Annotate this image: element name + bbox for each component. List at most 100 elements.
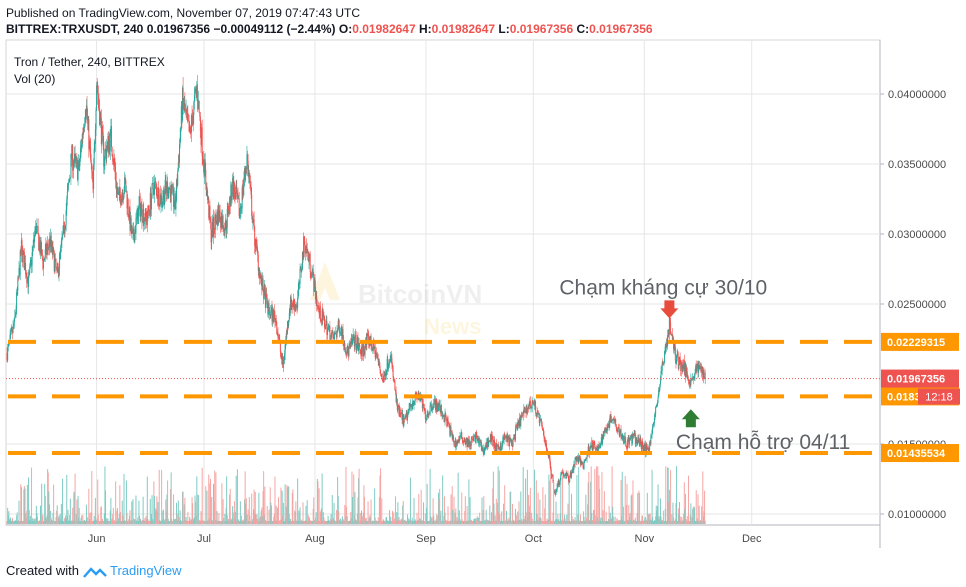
candle-body: [48, 247, 50, 249]
volume-bar: [21, 520, 23, 524]
volume-bar: [526, 512, 528, 524]
volume-bar: [655, 516, 657, 524]
volume-bar: [459, 518, 461, 524]
candle-body: [595, 448, 597, 450]
candle-body: [181, 105, 183, 121]
candle-body: [9, 334, 11, 341]
volume-bar: [165, 499, 167, 524]
candle-body: [645, 444, 647, 454]
volume-bar: [173, 519, 175, 524]
volume-bar: [182, 491, 183, 524]
volume-bar: [480, 520, 482, 524]
candle-body: [461, 432, 463, 438]
volume-bar: [297, 478, 299, 524]
tradingview-brand[interactable]: TradingView: [110, 563, 182, 578]
candle-body: [503, 434, 505, 441]
volume-bar: [295, 501, 297, 524]
candle-body: [405, 413, 407, 418]
volume-bar: [96, 520, 98, 524]
candle-body: [187, 120, 189, 122]
candle-body: [309, 253, 311, 272]
candle-body: [409, 403, 411, 407]
volume-bar: [280, 487, 282, 524]
volume-bar: [513, 519, 515, 524]
volume-bar: [158, 469, 160, 524]
volume-bar: [577, 514, 579, 524]
volume-bar: [108, 520, 110, 524]
volume-bar: [146, 476, 148, 524]
candle-body: [119, 194, 121, 205]
candle-body: [87, 116, 89, 121]
candle-body: [165, 180, 167, 188]
candle-body: [65, 210, 67, 226]
volume-bar: [258, 521, 260, 524]
volume-bar: [353, 515, 355, 524]
candle-body: [519, 417, 521, 427]
volume-bar: [645, 516, 647, 524]
candle-body: [327, 327, 329, 329]
candle-body: [108, 136, 110, 153]
candle-body: [288, 320, 290, 326]
volume-bar: [132, 499, 134, 524]
candle-body: [223, 229, 225, 234]
volume-bar: [257, 519, 259, 524]
volume-bar: [582, 511, 584, 524]
candle-body: [220, 222, 222, 228]
candle-body: [557, 483, 559, 486]
candle-body: [199, 112, 201, 117]
low-label: L:: [498, 22, 510, 36]
candle-body: [134, 229, 136, 243]
volume-bar: [534, 469, 536, 524]
volume-bar: [279, 519, 281, 524]
volume-bar: [115, 481, 117, 524]
volume-bar: [236, 520, 238, 524]
candle-body: [679, 356, 681, 366]
candle-body: [639, 441, 641, 447]
volume-bar: [116, 508, 118, 524]
volume-bar: [319, 520, 321, 524]
candle-body: [297, 289, 299, 298]
volume-bar: [65, 515, 67, 524]
candle-body: [193, 95, 195, 102]
candle-body: [325, 321, 327, 324]
volume-bar: [388, 520, 390, 524]
candle-body: [23, 251, 25, 253]
candle-body: [441, 412, 443, 417]
candle-body: [580, 460, 582, 465]
candle-body: [54, 260, 56, 272]
volume-bar: [676, 466, 678, 524]
candle-body: [205, 185, 207, 196]
volume-bar: [111, 518, 113, 524]
candle-body: [430, 404, 432, 409]
candle-body: [12, 325, 14, 334]
volume-bar: [238, 521, 240, 524]
volume-bar: [441, 520, 443, 524]
volume-bar: [15, 520, 17, 524]
volume-bar: [488, 520, 490, 524]
candle-body: [40, 240, 42, 256]
price-chart[interactable]: 0.040000000.035000000.030000000.02500000…: [0, 0, 966, 560]
candle-body: [163, 190, 165, 205]
close-label: C:: [576, 22, 590, 36]
candle-body: [544, 440, 546, 446]
volume-bar: [39, 519, 41, 524]
volume-bar: [594, 469, 596, 524]
candle-body: [359, 345, 361, 351]
volume-bar: [438, 499, 440, 524]
candle-body: [697, 363, 699, 373]
candle-body: [675, 360, 677, 364]
candle-body: [443, 418, 445, 423]
volume-bar: [411, 517, 413, 524]
volume-bar: [505, 520, 507, 524]
candle-body: [125, 191, 127, 193]
volume-bar: [487, 520, 489, 524]
volume-bar: [164, 519, 166, 524]
volume-bar: [189, 520, 191, 524]
volume-bar: [106, 518, 108, 524]
volume-bar: [274, 476, 276, 524]
volume-bar: [449, 520, 451, 524]
volume-bar: [123, 474, 125, 524]
volume-bar: [17, 520, 19, 524]
volume-bar: [162, 511, 164, 524]
candle-body: [66, 191, 68, 200]
